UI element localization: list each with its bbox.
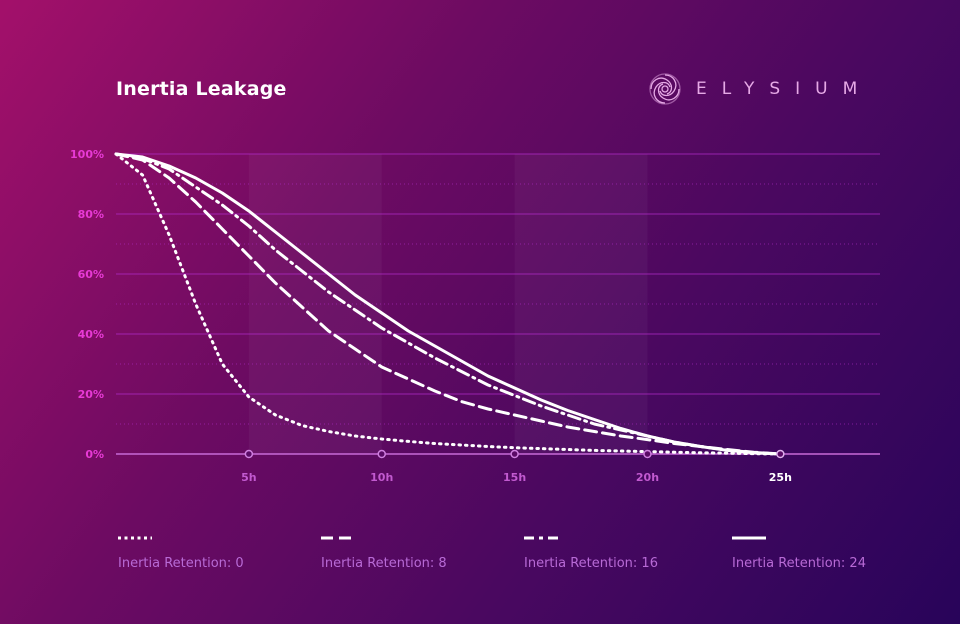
- x-tick-marker: [776, 449, 785, 459]
- y-tick-label: 80%: [78, 208, 104, 221]
- column-band: [514, 154, 648, 454]
- brand-name: ELYSIUM: [696, 79, 873, 99]
- spiral-logo-icon: [649, 73, 681, 105]
- legend-label: Inertia Retention: 24: [732, 556, 866, 571]
- y-tick-label: 20%: [78, 388, 104, 401]
- y-tick-label: 60%: [78, 268, 104, 281]
- series-line: [114, 152, 782, 456]
- brand-logo: ELYSIUM: [648, 72, 872, 106]
- x-tick-marker: [377, 449, 386, 459]
- x-tick-label: 15h: [503, 471, 526, 484]
- x-tick-marker: [643, 449, 652, 459]
- legend-label: Inertia Retention: 0: [118, 556, 244, 571]
- y-tick-label: 0%: [85, 448, 104, 461]
- x-tick-label: 5h: [241, 471, 257, 484]
- series-line: [114, 152, 782, 456]
- x-tick-label: 10h: [370, 471, 393, 484]
- legend-label: Inertia Retention: 16: [524, 556, 658, 571]
- legend-label: Inertia Retention: 8: [321, 556, 447, 571]
- column-band: [248, 154, 382, 454]
- x-tick-marker: [510, 449, 519, 459]
- x-tick-label: 20h: [636, 471, 659, 484]
- chart-title: Inertia Leakage: [116, 78, 287, 100]
- series-line: [114, 152, 782, 456]
- y-tick-label: 100%: [70, 148, 104, 161]
- y-tick-label: 40%: [78, 328, 104, 341]
- x-tick-marker: [244, 449, 254, 459]
- x-tick-label: 25h: [769, 471, 792, 484]
